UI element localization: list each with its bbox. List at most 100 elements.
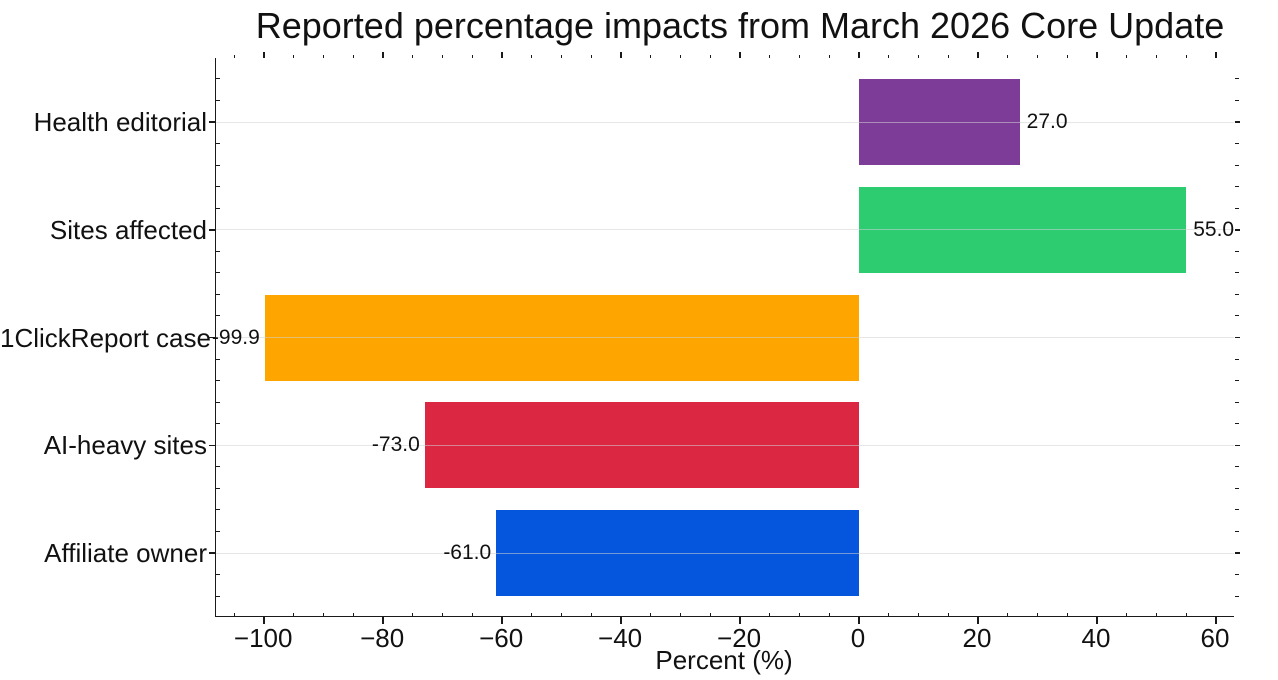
- y-major-tick-right: [1235, 552, 1240, 554]
- y-minor-tick: [216, 207, 220, 209]
- x-minor-tick: [590, 613, 592, 617]
- y-minor-tick-right: [1235, 164, 1239, 166]
- y-minor-tick-right: [1235, 315, 1239, 317]
- plot-area: 27.0 55.0 -99.9 -73.0 -61.0: [208, 52, 1240, 624]
- x-minor-tick-top: [769, 54, 771, 58]
- x-minor-tick: [828, 613, 830, 617]
- x-minor-tick-top: [680, 54, 682, 58]
- x-major-tick-top: [858, 52, 860, 58]
- y-minor-tick-right: [1235, 401, 1239, 403]
- gridline: [216, 444, 1234, 446]
- x-major-tick-top: [501, 52, 503, 58]
- y-minor-tick-right: [1235, 466, 1239, 468]
- x-major-tick: [1096, 617, 1098, 624]
- x-major-tick: [501, 617, 503, 624]
- x-major-tick: [263, 617, 265, 624]
- x-minor-tick-top: [709, 54, 711, 58]
- x-minor-tick: [888, 613, 890, 617]
- y-major-tick-right: [1235, 229, 1240, 231]
- x-minor-tick: [471, 613, 473, 617]
- x-major-tick: [620, 617, 622, 624]
- y-major-tick: [208, 444, 215, 446]
- y-minor-tick: [216, 164, 220, 166]
- x-minor-tick: [680, 613, 682, 617]
- x-major-tick-top: [620, 52, 622, 58]
- y-minor-tick: [216, 143, 220, 145]
- y-axis-label: Sites affected: [49, 214, 207, 245]
- x-minor-tick-top: [531, 54, 533, 58]
- x-major-tick: [382, 617, 384, 624]
- x-minor-tick: [799, 613, 801, 617]
- y-minor-tick-right: [1235, 423, 1239, 425]
- y-minor-tick: [216, 574, 220, 576]
- y-minor-tick: [216, 423, 220, 425]
- x-minor-tick: [650, 613, 652, 617]
- x-tick-label: −20: [717, 623, 762, 653]
- x-minor-tick: [947, 613, 949, 617]
- x-minor-tick-top: [1155, 54, 1157, 58]
- x-tick-label: −100: [233, 623, 293, 653]
- y-minor-tick: [216, 293, 220, 295]
- y-minor-tick: [216, 78, 220, 80]
- y-major-tick-right: [1235, 444, 1240, 446]
- y-minor-tick-right: [1235, 380, 1239, 382]
- y-minor-tick: [216, 509, 220, 511]
- y-minor-tick-right: [1235, 509, 1239, 511]
- y-minor-tick-right: [1235, 186, 1239, 188]
- x-minor-tick: [1066, 613, 1068, 617]
- y-minor-tick-right: [1235, 574, 1239, 576]
- x-tick-label: 60: [1200, 623, 1230, 653]
- y-axis-label: Health editorial: [33, 107, 207, 137]
- y-major-tick: [208, 552, 215, 554]
- x-minor-tick: [769, 613, 771, 617]
- y-major-tick-right: [1235, 336, 1240, 339]
- x-minor-tick: [323, 613, 325, 617]
- bar-value-label: 27.0: [1026, 110, 1068, 133]
- y-minor-tick: [216, 401, 220, 403]
- x-minor-tick-top: [561, 54, 563, 58]
- x-minor-tick: [442, 613, 444, 617]
- y-minor-tick: [216, 99, 220, 101]
- y-axis-label: 1ClickReport case: [0, 322, 211, 353]
- gridline: [216, 121, 1234, 123]
- x-major-tick: [1215, 617, 1217, 624]
- bar-value-label: -61.0: [443, 541, 492, 564]
- x-minor-tick-top: [918, 54, 920, 58]
- chart-title: Reported percentage impacts from March 2…: [255, 5, 1225, 46]
- y-axis-label: Affiliate owner: [44, 538, 207, 568]
- y-minor-tick-right: [1235, 293, 1239, 295]
- x-minor-tick-top: [828, 54, 830, 58]
- y-minor-tick-right: [1235, 272, 1239, 274]
- x-minor-tick: [561, 613, 563, 617]
- y-minor-tick: [216, 186, 220, 188]
- x-minor-tick-top: [947, 54, 949, 58]
- x-minor-tick: [233, 613, 235, 617]
- x-minor-tick: [918, 613, 920, 617]
- x-minor-tick-top: [1126, 54, 1128, 58]
- x-major-tick: [739, 617, 741, 624]
- x-major-tick-top: [977, 52, 979, 58]
- y-axis-label: AI-heavy sites: [43, 430, 207, 461]
- x-minor-tick: [709, 613, 711, 617]
- gridline: [216, 229, 1234, 231]
- x-major-tick: [858, 617, 860, 624]
- y-minor-tick-right: [1235, 358, 1239, 360]
- x-major-tick-top: [1215, 52, 1217, 58]
- x-minor-tick-top: [1066, 54, 1068, 58]
- gridline: [216, 552, 1234, 554]
- x-minor-tick: [531, 613, 533, 617]
- x-minor-tick-top: [1007, 54, 1009, 58]
- bar-value-label: -99.9: [211, 325, 260, 349]
- y-minor-tick: [216, 530, 220, 532]
- x-major-tick-top: [382, 52, 384, 58]
- x-major-tick-top: [1096, 52, 1098, 58]
- x-minor-tick-top: [1185, 54, 1187, 58]
- y-minor-tick-right: [1235, 143, 1239, 145]
- y-minor-tick: [216, 358, 220, 360]
- x-minor-tick-top: [1037, 54, 1038, 58]
- y-minor-tick: [216, 250, 220, 252]
- x-minor-tick: [412, 613, 414, 617]
- bar-value-label: 55.0: [1193, 217, 1235, 241]
- y-minor-tick: [216, 466, 220, 468]
